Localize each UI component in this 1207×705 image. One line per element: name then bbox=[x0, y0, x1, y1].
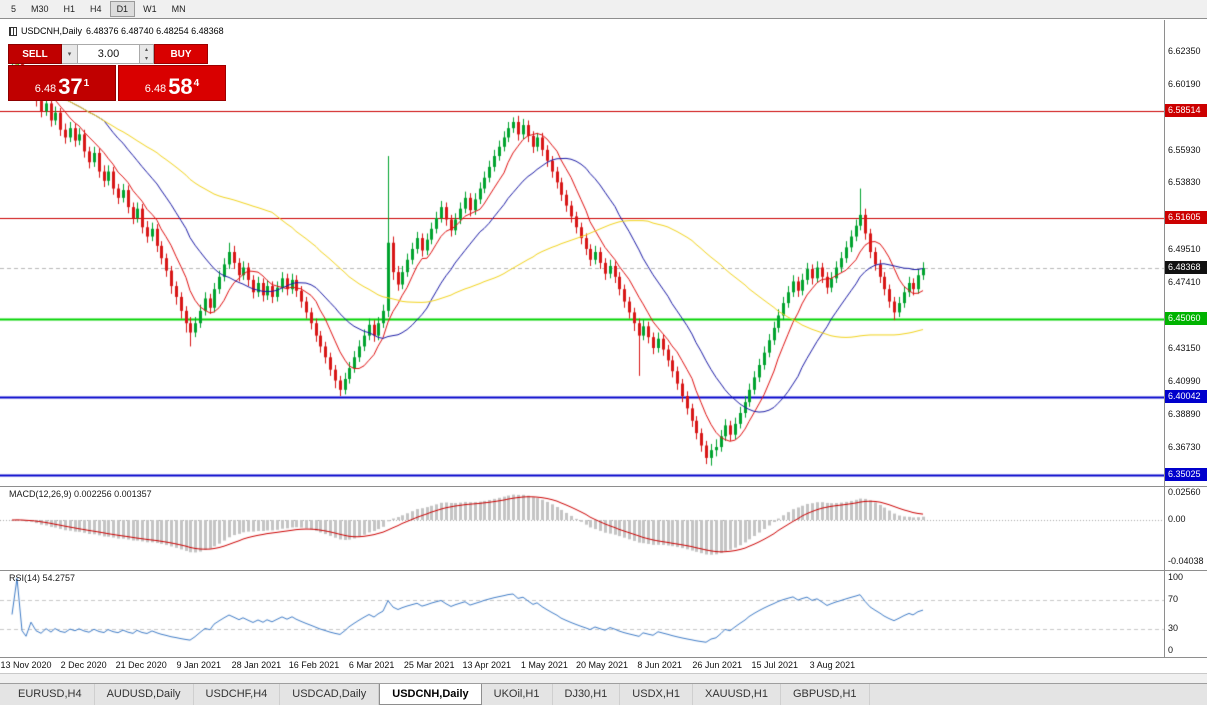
macd-axis-label: 0.00 bbox=[1168, 514, 1186, 524]
horizontal-scrollbar[interactable] bbox=[0, 673, 1207, 683]
time-axis-label: 16 Feb 2021 bbox=[288, 660, 340, 670]
price-badge: 6.35025 bbox=[1165, 467, 1207, 481]
chart-tab-usdchf[interactable]: USDCHF,H4 bbox=[194, 684, 281, 705]
volume-stepper[interactable]: ▴ ▾ bbox=[140, 44, 154, 64]
timeframe-button-w1[interactable]: W1 bbox=[143, 4, 157, 14]
time-axis-label: 26 Jun 2021 bbox=[692, 660, 742, 670]
sell-button[interactable]: SELL bbox=[8, 44, 62, 64]
rsi-label: RSI(14) 54.2757 bbox=[9, 573, 76, 583]
chart-symbol-period: USDCNH,Daily bbox=[21, 26, 83, 36]
chart-icon bbox=[9, 26, 17, 36]
time-axis-label: 13 Nov 2020 bbox=[0, 660, 52, 670]
time-axis-label: 28 Jan 2021 bbox=[231, 660, 282, 670]
chart-tabs-bar: EURUSD,H4 AUDUSD,Daily USDCHF,H4 USDCAD,Dai… bbox=[0, 683, 1207, 705]
rsi-axis-label: 100 bbox=[1168, 572, 1184, 582]
timeframe-button-h4[interactable]: H4 bbox=[90, 4, 102, 14]
time-axis-label: 21 Dec 2020 bbox=[115, 660, 167, 670]
time-axis-label: 6 Mar 2021 bbox=[348, 660, 395, 670]
chart-title: USDCNH,Daily 6.48376 6.48740 6.48254 6.4… bbox=[9, 26, 228, 36]
buy-price-pips: 58 bbox=[168, 74, 193, 99]
sell-price-button[interactable]: 6.48 37 1 bbox=[8, 65, 116, 101]
macd-canvas[interactable] bbox=[0, 486, 1164, 570]
price-axis-label: 6.36730 bbox=[1168, 442, 1201, 453]
sell-price-prefix: 6.48 bbox=[34, 83, 57, 95]
rsi-axis-label: 70 bbox=[1168, 594, 1179, 604]
buy-price-prefix: 6.48 bbox=[144, 83, 167, 95]
time-axis-label: 1 May 2021 bbox=[520, 660, 568, 670]
time-axis-label: 9 Jan 2021 bbox=[176, 660, 222, 670]
chart-window: USDCNH,Daily 6.48376 6.48740 6.48254 6.4… bbox=[0, 18, 1207, 684]
price-axis-label: 6.62350 bbox=[1168, 45, 1201, 56]
timeframe-button-mn[interactable]: MN bbox=[171, 4, 186, 14]
price-badge: 6.40042 bbox=[1165, 389, 1207, 403]
chart-tab-gbpusd[interactable]: GBPUSD,H1 bbox=[781, 684, 870, 705]
price-axis-label: 6.38890 bbox=[1168, 408, 1201, 419]
price-axis-label: 6.60190 bbox=[1168, 78, 1201, 89]
chart-tab-xauusd[interactable]: XAUUSD,H1 bbox=[693, 684, 781, 705]
price-axis-label: 6.55930 bbox=[1168, 144, 1201, 155]
timeframe-button-h1[interactable]: H1 bbox=[63, 4, 76, 14]
chart-tab-usdcnh[interactable]: USDCNH,Daily bbox=[379, 684, 482, 705]
rsi-canvas[interactable] bbox=[0, 570, 1164, 657]
price-axis[interactable]: 6.62350 6.60190 6.55930 6.53830 6.49510 6.474… bbox=[1164, 20, 1207, 657]
chart-ohlc-values: 6.48376 6.48740 6.48254 6.48368 bbox=[86, 26, 224, 36]
time-axis-label: 2 Dec 2020 bbox=[60, 660, 107, 670]
chart-tab-audusd[interactable]: AUDUSD,Daily bbox=[95, 684, 194, 705]
panel-splitter[interactable] bbox=[0, 486, 1207, 487]
price-axis-label: 6.53830 bbox=[1168, 177, 1201, 188]
time-axis-label: 25 Mar 2021 bbox=[403, 660, 455, 670]
macd-axis-label: 0.02560 bbox=[1168, 487, 1201, 497]
timeframe-button-5[interactable]: 5 bbox=[11, 4, 17, 14]
volume-decrement-button[interactable]: ▾ bbox=[62, 44, 78, 64]
time-axis-label: 20 May 2021 bbox=[575, 660, 629, 670]
time-axis-label: 13 Apr 2021 bbox=[462, 660, 512, 670]
chart-tab-eurusd[interactable]: EURUSD,H4 bbox=[6, 684, 95, 705]
price-badge: 6.58514 bbox=[1165, 103, 1207, 117]
volume-input[interactable] bbox=[78, 44, 140, 64]
macd-indicator-panel[interactable]: MACD(12,26,9) 0.002256 0.001357 bbox=[0, 486, 1164, 570]
price-badge: 6.51605 bbox=[1165, 210, 1207, 224]
price-axis-label: 6.49510 bbox=[1168, 244, 1201, 255]
sell-price-pips: 37 bbox=[58, 74, 83, 99]
timeframe-toolbar: 5 M30 H1 H4 D1 W1 MN bbox=[0, 0, 1207, 19]
panel-splitter bbox=[0, 657, 1207, 658]
buy-button[interactable]: BUY bbox=[154, 44, 208, 64]
price-chart-panel[interactable]: USDCNH,Daily 6.48376 6.48740 6.48254 6.4… bbox=[0, 20, 1164, 486]
panel-splitter[interactable] bbox=[0, 570, 1207, 571]
chart-tab-ukoil[interactable]: UKOil,H1 bbox=[482, 684, 553, 705]
volume-up-icon[interactable]: ▴ bbox=[140, 45, 153, 54]
price-axis-label: 6.40990 bbox=[1168, 376, 1201, 387]
chart-tab-usdx[interactable]: USDX,H1 bbox=[620, 684, 693, 705]
timeframe-button-m30[interactable]: M30 bbox=[31, 4, 49, 14]
price-axis-label: 6.43150 bbox=[1168, 342, 1201, 353]
time-axis-label: 3 Aug 2021 bbox=[809, 660, 856, 670]
chart-tab-usdcad[interactable]: USDCAD,Daily bbox=[280, 684, 380, 705]
one-click-trade-panel: SELL ▾ ▴ ▾ BUY 6.48 37 1 bbox=[8, 44, 226, 101]
macd-axis-label: -0.04038 bbox=[1168, 556, 1204, 566]
macd-label: MACD(12,26,9) 0.002256 0.001357 bbox=[9, 489, 152, 499]
time-axis-label: 15 Jul 2021 bbox=[751, 660, 799, 670]
time-axis-label: 8 Jun 2021 bbox=[637, 660, 682, 670]
timeframe-button-d1[interactable]: D1 bbox=[109, 1, 136, 17]
price-axis-label: 6.47410 bbox=[1168, 276, 1201, 287]
volume-down-icon[interactable]: ▾ bbox=[140, 54, 153, 63]
buy-price-point: 4 bbox=[193, 78, 200, 89]
rsi-indicator-panel[interactable]: RSI(14) 54.2757 bbox=[0, 570, 1164, 657]
chart-tab-dj30[interactable]: DJ30,H1 bbox=[553, 684, 621, 705]
rsi-axis-label: 0 bbox=[1168, 645, 1174, 655]
time-axis[interactable]: 13 Nov 2020 2 Dec 2020 21 Dec 2020 9 Jan 20… bbox=[0, 657, 1207, 673]
price-badge: 6.45060 bbox=[1165, 312, 1207, 326]
buy-price-button[interactable]: 6.48 58 4 bbox=[118, 65, 226, 101]
price-badge: 6.48368 bbox=[1165, 261, 1207, 274]
rsi-axis-label: 30 bbox=[1168, 623, 1179, 633]
sell-price-point: 1 bbox=[83, 78, 90, 89]
